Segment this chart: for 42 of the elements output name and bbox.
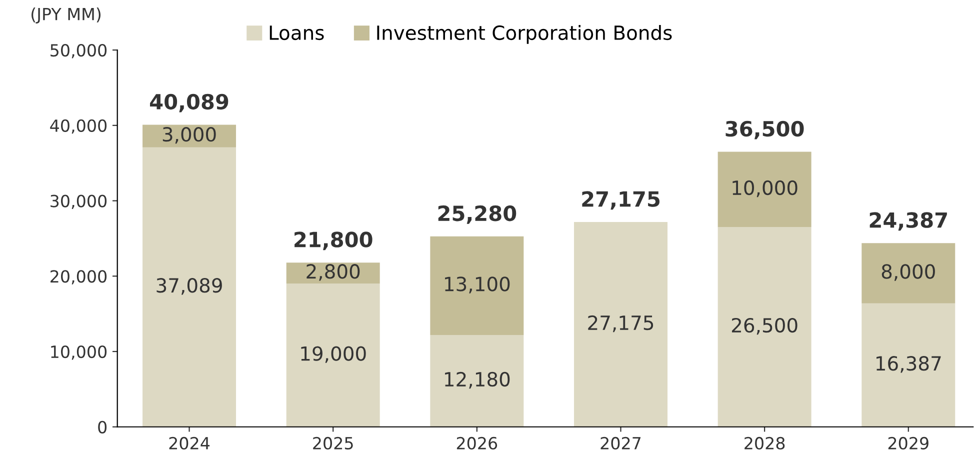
x-tick-label: 2027 xyxy=(600,436,641,450)
bar xyxy=(142,147,236,427)
bar xyxy=(142,124,236,148)
data-label: 19,000 xyxy=(301,346,366,363)
bar xyxy=(718,227,812,427)
bar xyxy=(430,236,524,336)
total-label: 25,280 xyxy=(438,205,516,224)
bar xyxy=(862,243,956,304)
data-label: 8,000 xyxy=(882,264,935,281)
data-label: 16,387 xyxy=(876,356,941,373)
y-tick-label: 0 xyxy=(98,420,107,434)
legend-label: Loans xyxy=(270,26,324,40)
data-label: 2,800 xyxy=(306,264,360,281)
data-label: 37,089 xyxy=(156,278,222,295)
bar xyxy=(286,284,380,427)
y-tick-label: 20,000 xyxy=(50,270,107,284)
x-tick-label: 2024 xyxy=(169,436,210,450)
data-label: 3,000 xyxy=(162,126,216,144)
x-tick-label: 2029 xyxy=(888,436,928,450)
data-label: 26,500 xyxy=(732,318,798,335)
y-tick-label: 50,000 xyxy=(50,44,107,58)
y-tick-label: 30,000 xyxy=(50,194,107,210)
total-label: 27,175 xyxy=(582,191,660,210)
data-label: 10,000 xyxy=(732,180,798,198)
bar xyxy=(574,222,668,427)
x-tick-label: 2028 xyxy=(744,436,785,450)
total-label: 36,500 xyxy=(726,120,804,140)
y-tick-label: 40,000 xyxy=(50,119,107,134)
data-label: 27,175 xyxy=(588,315,654,332)
data-label: 12,180 xyxy=(445,372,510,389)
total-label: 21,800 xyxy=(294,232,372,250)
bar xyxy=(862,303,956,427)
bar xyxy=(718,152,812,228)
data-label: 13,100 xyxy=(445,276,510,294)
y-tick-label: 10,000 xyxy=(51,345,107,360)
y-axis-title: (JPY MM) xyxy=(32,8,100,24)
total-label: 40,089 xyxy=(150,94,228,112)
x-tick-label: 2026 xyxy=(456,436,498,450)
legend-label: Investment Corporation Bonds xyxy=(377,25,672,44)
total-label: 24,387 xyxy=(870,212,947,231)
x-tick-label: 2025 xyxy=(313,436,353,450)
bar xyxy=(430,335,524,427)
